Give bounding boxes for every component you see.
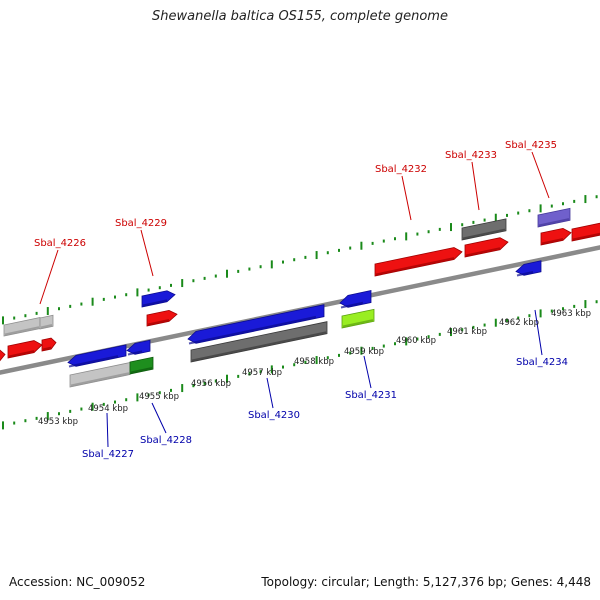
gene-feature[interactable]: [461, 218, 507, 241]
gene-shade: [342, 319, 374, 328]
gene-feature[interactable]: [540, 227, 572, 246]
kbp-label: 4956 kbp: [191, 379, 231, 389]
leader-line: [401, 175, 412, 221]
gene-label-bottom[interactable]: Sbal_4230: [248, 410, 300, 421]
gene-feature[interactable]: [515, 260, 542, 276]
gene-feature[interactable]: [339, 290, 372, 308]
leader-line: [151, 402, 167, 434]
kbp-label: 4961 kbp: [447, 327, 487, 337]
gene-shade: [147, 318, 170, 326]
kbp-label: 4953 kbp: [38, 417, 78, 427]
gene-shade: [68, 355, 119, 368]
gene-feature[interactable]: [67, 344, 127, 367]
map-title: Shewanella baltica OS155, complete genom…: [152, 9, 448, 24]
gene-shade: [465, 247, 501, 257]
gene-feature[interactable]: [41, 337, 57, 352]
gene-label-top[interactable]: Sbal_4229: [115, 218, 167, 229]
gene-label-top[interactable]: Sbal_4232: [375, 164, 427, 175]
gene-shade: [8, 350, 35, 358]
gene-feature[interactable]: [0, 349, 6, 363]
gene-shade: [541, 237, 564, 245]
gene-shade: [538, 218, 570, 227]
leader-line: [471, 161, 480, 211]
gene-shade: [572, 232, 600, 241]
kbp-label: 4957 kbp: [242, 368, 282, 378]
gene-label-top[interactable]: Sbal_4233: [445, 150, 497, 161]
gene-feature[interactable]: [374, 247, 463, 277]
gene-feature[interactable]: [537, 207, 571, 228]
gene-label-top[interactable]: Sbal_4226: [34, 238, 86, 249]
gene-shade: [127, 350, 143, 356]
gene-shade: [130, 366, 153, 374]
kbp-label: 4959 kbp: [344, 347, 384, 357]
kbp-label: 4960 kbp: [396, 336, 436, 346]
leader-line: [534, 309, 543, 356]
leader-line: [531, 151, 550, 199]
gene-shade: [42, 346, 52, 351]
gene-label-top[interactable]: Sbal_4235: [505, 140, 557, 151]
gene-shade: [516, 270, 534, 277]
gene-label-bottom[interactable]: Sbal_4227: [82, 449, 134, 460]
gene-shade: [4, 326, 40, 336]
gene-label-bottom[interactable]: Sbal_4234: [516, 357, 568, 368]
gene-labels: Sbal_4226 Sbal_4229 Sbal_4232 Sbal_4233 Sbal…: [34, 140, 568, 460]
gene-shade: [188, 315, 317, 345]
kbp-label: 4955 kbp: [139, 392, 179, 402]
kbp-label: 4954 kbp: [88, 404, 128, 414]
gene-shade: [462, 228, 506, 240]
kbp-scale-labels: 4953 kbp 4954 kbp 4955 kbp 4956 kbp 4957 kbp…: [38, 309, 591, 427]
gene-shade: [40, 324, 53, 329]
genome-summary-text: Topology: circular; Length: 5,127,376 bp…: [261, 575, 591, 589]
label-leader-lines: [39, 151, 550, 448]
gene-label-bottom[interactable]: Sbal_4231: [345, 390, 397, 401]
kbp-label: 4963 kbp: [551, 309, 591, 319]
kbp-label: 4962 kbp: [499, 318, 539, 328]
gene-feature[interactable]: [341, 308, 375, 329]
gene-features: [0, 207, 600, 388]
gene-shade: [142, 299, 168, 307]
leader-line: [39, 249, 59, 305]
gene-feature[interactable]: [126, 339, 151, 355]
kbp-label: 4958 kbp: [294, 357, 334, 367]
leader-line: [266, 377, 274, 409]
gene-feature[interactable]: [571, 221, 600, 242]
gene-feature[interactable]: [7, 340, 43, 359]
gene-shade: [375, 257, 455, 276]
gene-shade: [191, 331, 327, 362]
gene-shade: [340, 301, 364, 309]
leader-line: [106, 412, 109, 448]
gene-feature[interactable]: [69, 362, 131, 388]
top-scale-ticks: [2, 195, 598, 325]
gene-label-bottom[interactable]: Sbal_4228: [140, 435, 192, 446]
gene-shade: [70, 372, 130, 387]
gene-feature[interactable]: [190, 321, 328, 363]
leader-line: [363, 355, 372, 389]
accession-text: Accession: NC_009052: [9, 575, 146, 589]
gene-feature[interactable]: [187, 304, 325, 344]
gene-feature[interactable]: [464, 237, 509, 258]
bottom-scale-ticks: [2, 300, 598, 430]
leader-line: [140, 229, 154, 277]
